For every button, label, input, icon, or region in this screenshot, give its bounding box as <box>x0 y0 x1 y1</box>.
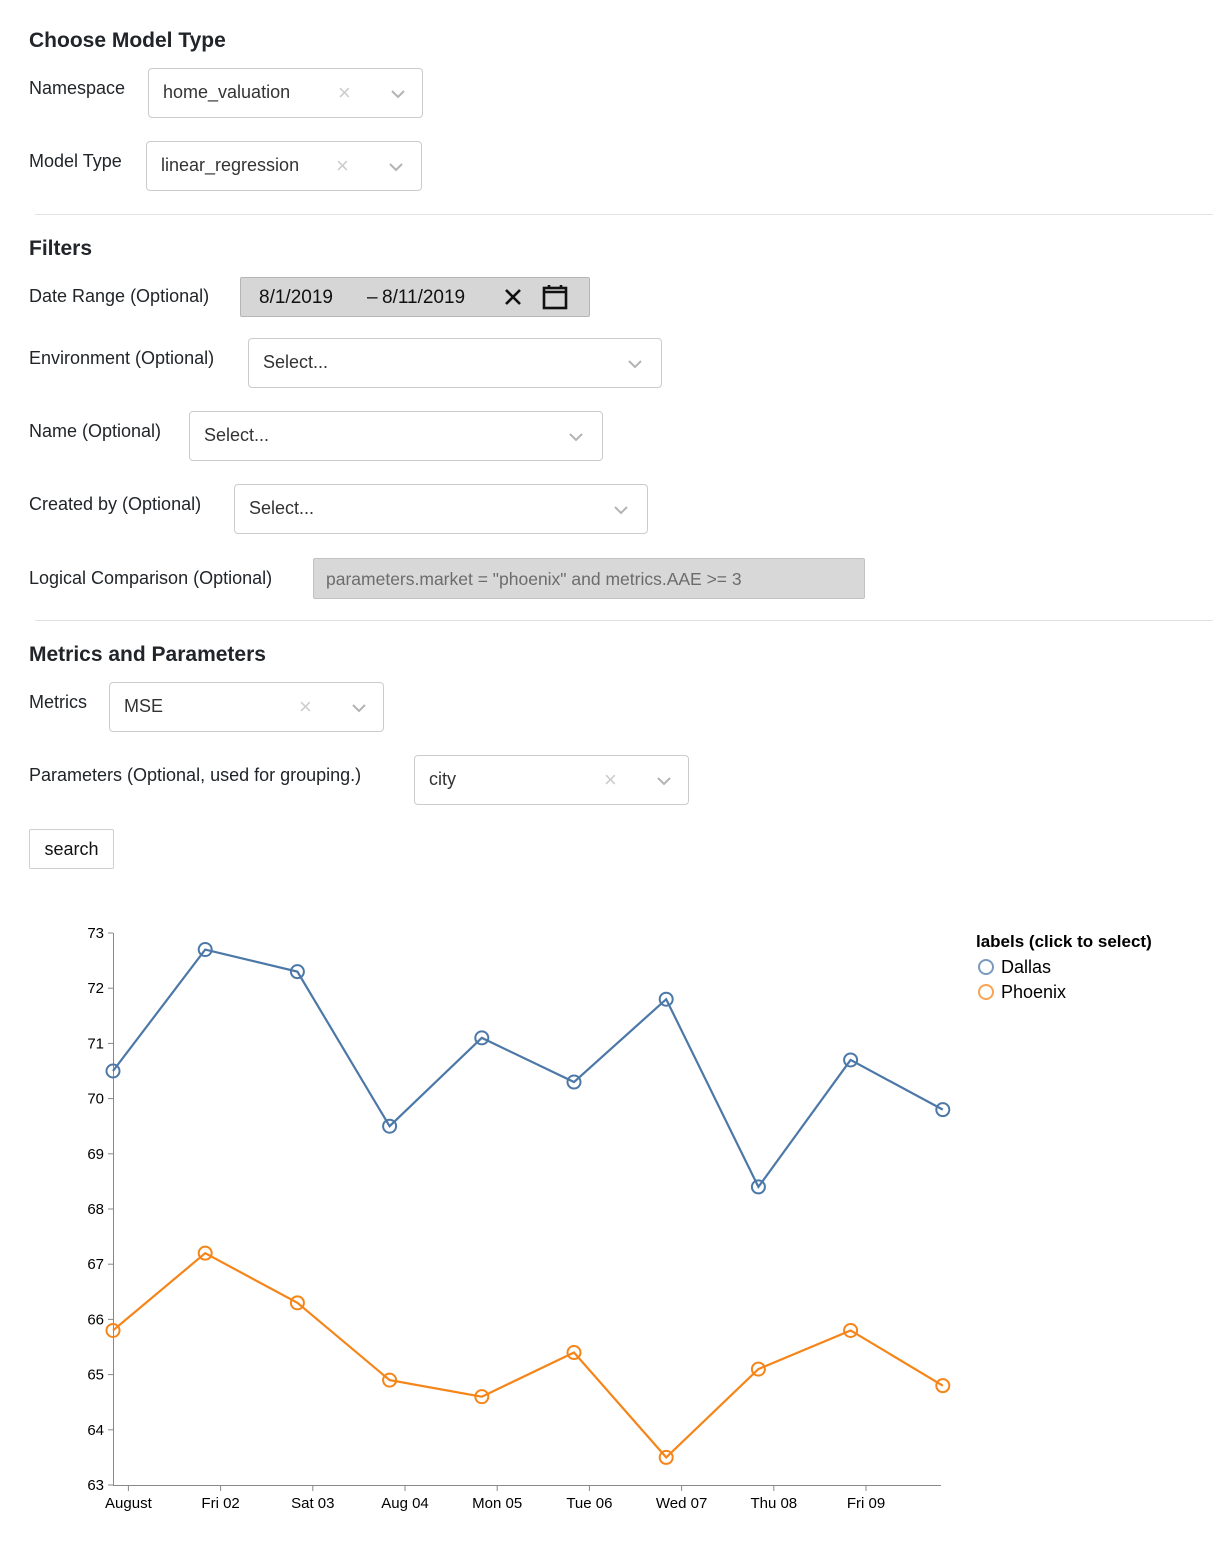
chevron-down-icon[interactable] <box>656 775 672 787</box>
calendar-icon[interactable] <box>542 284 568 310</box>
y-tick-label: 67 <box>87 1256 104 1273</box>
phoenix-data-point <box>843 1322 859 1338</box>
section-divider <box>35 620 1213 621</box>
model-type-value: linear_regression <box>161 155 300 175</box>
metrics-select[interactable]: MSE × <box>109 682 384 732</box>
y-tick-label: 63 <box>87 1477 104 1494</box>
x-tick-label: Mon 05 <box>472 1495 522 1512</box>
filters-heading: Filters <box>29 237 93 260</box>
phoenix-data-point <box>197 1245 213 1261</box>
y-tick-label: 73 <box>87 925 104 942</box>
y-tick-label: 64 <box>87 1422 104 1439</box>
metrics-line-chart: 63 64 65 66 67 68 69 70 71 72 73 August Fri 02 Sat 03… <box>87 925 1152 1512</box>
y-tick-label: 72 <box>87 980 104 997</box>
name-label: Name (Optional) <box>29 421 162 441</box>
logical-comparison-placeholder: parameters.market = "phoenix" and metric… <box>326 569 742 589</box>
environment-label: Environment (Optional) <box>29 348 215 368</box>
parameters-select[interactable]: city × <box>414 755 689 805</box>
created-by-label: Created by (Optional) <box>29 494 202 514</box>
dallas-legend-label[interactable]: Dallas <box>1001 957 1051 977</box>
phoenix-data-point <box>658 1449 674 1465</box>
dallas-data-point <box>750 1179 766 1195</box>
phoenix-data-point <box>474 1389 490 1405</box>
y-tick-label: 65 <box>87 1367 104 1384</box>
phoenix-data-point <box>935 1378 951 1394</box>
dallas-series-line <box>112 948 944 1190</box>
x-tick-label: August <box>105 1495 153 1512</box>
phoenix-data-point <box>566 1345 582 1361</box>
x-tick-label: Fri 09 <box>847 1495 885 1512</box>
chevron-down-icon[interactable] <box>390 88 406 100</box>
phoenix-data-point <box>105 1322 121 1338</box>
created-by-value: Select... <box>249 498 315 518</box>
clear-icon[interactable]: × <box>604 767 617 792</box>
chevron-down-icon[interactable] <box>351 702 367 714</box>
y-tick-label: 69 <box>87 1146 104 1163</box>
x-tick-label: Sat 03 <box>291 1495 334 1512</box>
clear-icon[interactable]: × <box>336 153 349 178</box>
model-type-select[interactable]: linear_regression × <box>146 141 422 191</box>
dallas-data-point <box>105 1063 121 1079</box>
chevron-down-icon[interactable] <box>388 161 404 173</box>
phoenix-data-point <box>289 1295 305 1311</box>
date-range-end[interactable]: 8/11/2019 <box>382 287 466 308</box>
dallas-legend-symbol <box>978 959 994 975</box>
model-section-heading: Choose Model Type <box>29 29 226 52</box>
dallas-data-point <box>566 1074 582 1090</box>
parameters-label: Parameters (Optional, used for grouping.… <box>29 765 362 785</box>
name-value: Select... <box>204 425 270 445</box>
clear-icon[interactable]: × <box>299 694 312 719</box>
legend-title: labels (click to select) <box>976 932 1152 951</box>
chevron-down-icon[interactable] <box>568 431 584 443</box>
dallas-data-point <box>843 1052 859 1068</box>
x-tick-label: Aug 04 <box>381 1495 429 1512</box>
metrics-label: Metrics <box>29 692 87 712</box>
dallas-data-point <box>474 1030 490 1046</box>
name-select[interactable]: Select... <box>189 411 603 461</box>
phoenix-data-point <box>382 1372 398 1388</box>
namespace-label: Namespace <box>29 78 126 98</box>
namespace-select[interactable]: home_valuation × <box>148 68 423 118</box>
date-range-separator: – <box>367 287 378 308</box>
chevron-down-icon[interactable] <box>627 358 643 370</box>
parameters-value: city <box>429 769 456 789</box>
y-tick-label: 68 <box>87 1201 104 1218</box>
phoenix-data-point <box>750 1361 766 1377</box>
metrics-section-heading: Metrics and Parameters <box>29 643 266 666</box>
x-tick-label: Wed 07 <box>656 1495 707 1512</box>
y-tick-label: 70 <box>87 1091 104 1108</box>
dallas-data-point <box>382 1118 398 1134</box>
dallas-data-point <box>289 964 305 980</box>
x-tick-label: Tue 06 <box>566 1495 612 1512</box>
section-divider <box>35 214 1213 215</box>
model-type-label: Model Type <box>29 151 122 171</box>
x-tick-label: Thu 08 <box>750 1495 797 1512</box>
date-range-start[interactable]: 8/1/2019 <box>259 287 333 308</box>
date-range-label: Date Range (Optional) <box>29 286 210 306</box>
phoenix-legend-symbol <box>978 984 994 1000</box>
created-by-select[interactable]: Select... <box>234 484 648 534</box>
chevron-down-icon[interactable] <box>613 504 629 516</box>
metrics-value: MSE <box>124 696 164 716</box>
y-tick-label: 71 <box>87 1035 104 1052</box>
clear-date-icon[interactable] <box>503 287 523 307</box>
y-tick-label: 66 <box>87 1311 104 1328</box>
dallas-data-point <box>197 942 213 958</box>
dallas-data-point <box>658 991 674 1007</box>
environment-select[interactable]: Select... <box>248 338 662 388</box>
clear-icon[interactable]: × <box>338 80 351 105</box>
environment-value: Select... <box>263 352 329 372</box>
phoenix-legend-label[interactable]: Phoenix <box>1001 982 1066 1002</box>
search-button[interactable]: search <box>29 829 114 869</box>
logical-comparison-input[interactable]: parameters.market = "phoenix" and metric… <box>313 558 865 599</box>
phoenix-series-line <box>112 1251 944 1459</box>
date-range-picker[interactable]: 8/1/2019 – 8/11/2019 <box>240 277 590 317</box>
namespace-value: home_valuation <box>163 82 291 102</box>
logical-comparison-label: Logical Comparison (Optional) <box>29 568 273 588</box>
x-tick-label: Fri 02 <box>201 1495 239 1512</box>
dallas-data-point <box>935 1102 951 1118</box>
